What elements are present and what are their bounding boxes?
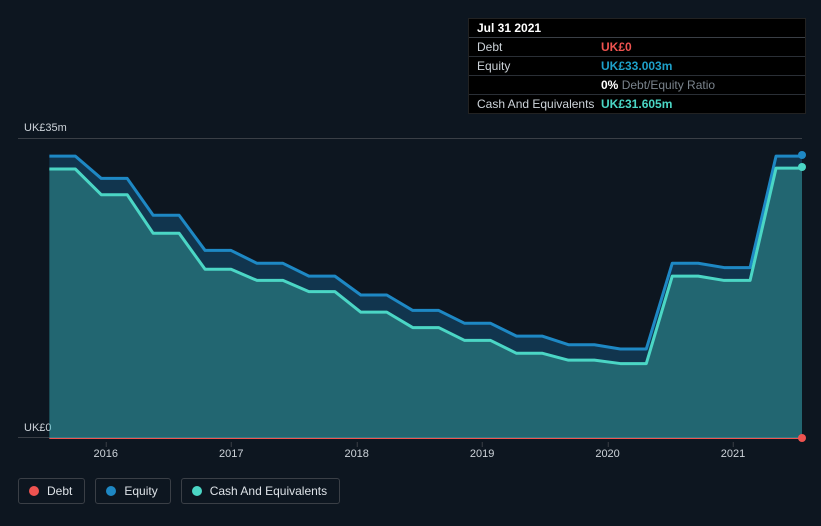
- ratio-percent: 0%: [601, 78, 618, 92]
- tooltip-value: UK£0: [601, 40, 797, 54]
- chart-legend: Debt Equity Cash And Equivalents: [18, 478, 340, 504]
- x-tick: 2016: [94, 448, 118, 460]
- tooltip-row-debt: Debt UK£0: [469, 38, 805, 57]
- legend-label: Equity: [124, 484, 157, 498]
- tooltip-date-row: Jul 31 2021: [469, 19, 805, 38]
- x-axis: 2016 2017 2018 2019 2020 2021: [18, 440, 802, 464]
- tooltip-row-equity: Equity UK£33.003m: [469, 57, 805, 76]
- x-tick: 2018: [344, 448, 368, 460]
- end-dot-equity: [798, 151, 806, 159]
- x-tick: 2021: [721, 448, 745, 460]
- cash-area: [49, 168, 802, 439]
- tooltip-label: Equity: [477, 59, 601, 73]
- tooltip-value: UK£31.605m: [601, 97, 797, 111]
- legend-label: Cash And Equivalents: [210, 484, 327, 498]
- end-dot-cash: [798, 163, 806, 171]
- legend-swatch-debt: [29, 486, 39, 496]
- y-axis-max-label: UK£35m: [24, 122, 67, 134]
- tooltip-label: Cash And Equivalents: [477, 97, 601, 111]
- tooltip-date: Jul 31 2021: [477, 21, 541, 35]
- legend-item-cash[interactable]: Cash And Equivalents: [181, 478, 340, 504]
- ratio-text: Debt/Equity Ratio: [622, 78, 715, 92]
- legend-item-debt[interactable]: Debt: [18, 478, 85, 504]
- tooltip-row-cash: Cash And Equivalents UK£31.605m: [469, 95, 805, 113]
- legend-label: Debt: [47, 484, 72, 498]
- x-tick: 2020: [595, 448, 619, 460]
- chart-tooltip: Jul 31 2021 Debt UK£0 Equity UK£33.003m …: [468, 18, 806, 114]
- tooltip-value: 0% Debt/Equity Ratio: [601, 78, 797, 92]
- x-tick: 2019: [470, 448, 494, 460]
- legend-swatch-cash: [192, 486, 202, 496]
- tooltip-label-empty: [477, 78, 601, 92]
- legend-swatch-equity: [106, 486, 116, 496]
- legend-item-equity[interactable]: Equity: [95, 478, 170, 504]
- x-tick: 2017: [219, 448, 243, 460]
- tooltip-label: Debt: [477, 40, 601, 54]
- chart-svg: [18, 139, 802, 439]
- chart-plot-area[interactable]: [18, 138, 802, 438]
- tooltip-row-ratio: 0% Debt/Equity Ratio: [469, 76, 805, 95]
- end-dot-debt: [798, 434, 806, 442]
- tooltip-value: UK£33.003m: [601, 59, 797, 73]
